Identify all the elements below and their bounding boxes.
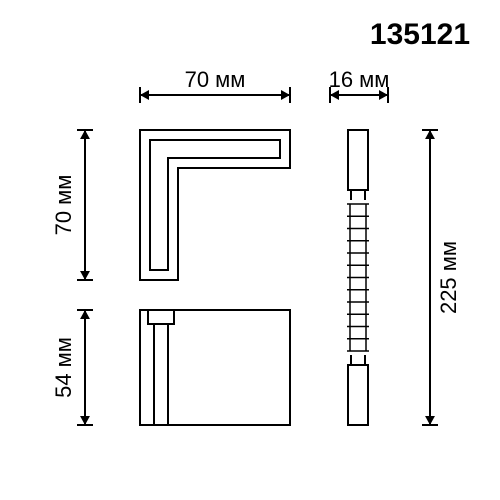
product-id: 135121 — [370, 18, 470, 52]
svg-text:70 мм: 70 мм — [185, 67, 246, 92]
tech-drawing: 70 мм 16 мм 70 мм 54 мм 225 мм — [0, 0, 500, 500]
svg-text:54 мм: 54 мм — [51, 337, 76, 398]
svg-text:16 мм: 16 мм — [329, 67, 390, 92]
svg-text:70 мм: 70 мм — [51, 175, 76, 236]
svg-text:225 мм: 225 мм — [436, 241, 461, 314]
